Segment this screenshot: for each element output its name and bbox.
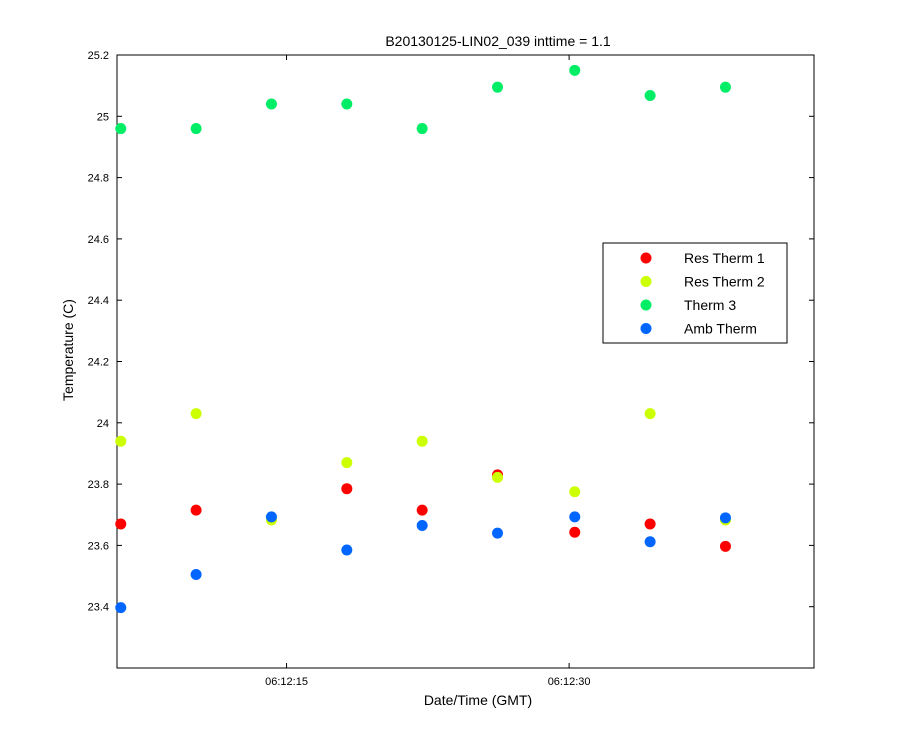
y-tick-label: 23.4 (88, 602, 109, 614)
data-point (265, 511, 277, 523)
y-tick-label: 24.6 (88, 234, 109, 246)
legend-marker (640, 252, 652, 264)
legend: Res Therm 1 Res Therm 2 Therm 3 Amb Therm (602, 242, 788, 344)
points-layer (115, 64, 731, 614)
legend-box (602, 242, 788, 344)
data-point (341, 483, 353, 495)
data-point (190, 408, 202, 420)
data-point (644, 536, 656, 548)
legend-marker (640, 276, 652, 287)
legend-label: Res Therm 1 (684, 250, 765, 266)
data-point (569, 526, 581, 538)
data-point (416, 504, 428, 516)
chart-title: B20130125-LIN02_039 inttime = 1.1 (385, 33, 611, 49)
data-point (115, 435, 127, 447)
legend-label: Therm 3 (684, 297, 736, 313)
data-point (341, 98, 353, 110)
y-tick-label: 24.4 (88, 295, 109, 307)
legend-label: Res Therm 2 (684, 274, 765, 290)
data-point (492, 81, 504, 93)
ticks-layer: 23.4 23.6 23.8 24 24.2 24.4 24.6 24.8 25 25.2 06:1… (88, 50, 814, 688)
x-tick-label: 06:12:15 (265, 676, 308, 688)
legend-label: Amb Therm (684, 321, 757, 337)
y-tick-label: 23.8 (88, 479, 109, 491)
data-point (416, 435, 428, 447)
data-point (416, 519, 428, 531)
data-point (190, 569, 202, 581)
legend-marker (640, 299, 652, 311)
data-point (190, 504, 202, 516)
y-axis-title: Temperature (C) (60, 299, 76, 401)
data-point (569, 64, 581, 76)
data-point (719, 512, 731, 524)
data-point (341, 544, 353, 556)
legend-entries: Res Therm 1 Res Therm 2 Therm 3 Amb Therm (640, 250, 765, 337)
y-tick-label: 23.6 (88, 540, 109, 552)
y-tick-label: 25 (97, 111, 109, 123)
data-point (719, 81, 731, 93)
series-3 (115, 64, 731, 135)
y-tick-label: 24.8 (88, 173, 109, 185)
data-point (492, 471, 504, 483)
x-axis-title: Date/Time (GMT) (424, 692, 532, 708)
data-point (265, 98, 277, 110)
legend-marker (640, 323, 652, 334)
data-point (492, 527, 504, 539)
data-point (644, 518, 656, 530)
x-tick-label: 06:12:30 (548, 676, 591, 688)
data-point (644, 408, 656, 420)
data-point (569, 511, 581, 523)
series-4 (115, 511, 731, 614)
data-point (719, 540, 731, 552)
plot-area (116, 54, 815, 669)
data-point (190, 123, 202, 135)
data-point (115, 602, 127, 614)
data-point (341, 457, 353, 469)
y-tick-label: 25.2 (88, 50, 109, 62)
data-point (644, 89, 656, 101)
data-point (115, 123, 127, 135)
data-point (569, 486, 581, 498)
y-tick-label: 24 (97, 418, 109, 430)
data-point (115, 518, 127, 530)
y-tick-label: 24.2 (88, 357, 109, 369)
data-point (416, 123, 428, 135)
